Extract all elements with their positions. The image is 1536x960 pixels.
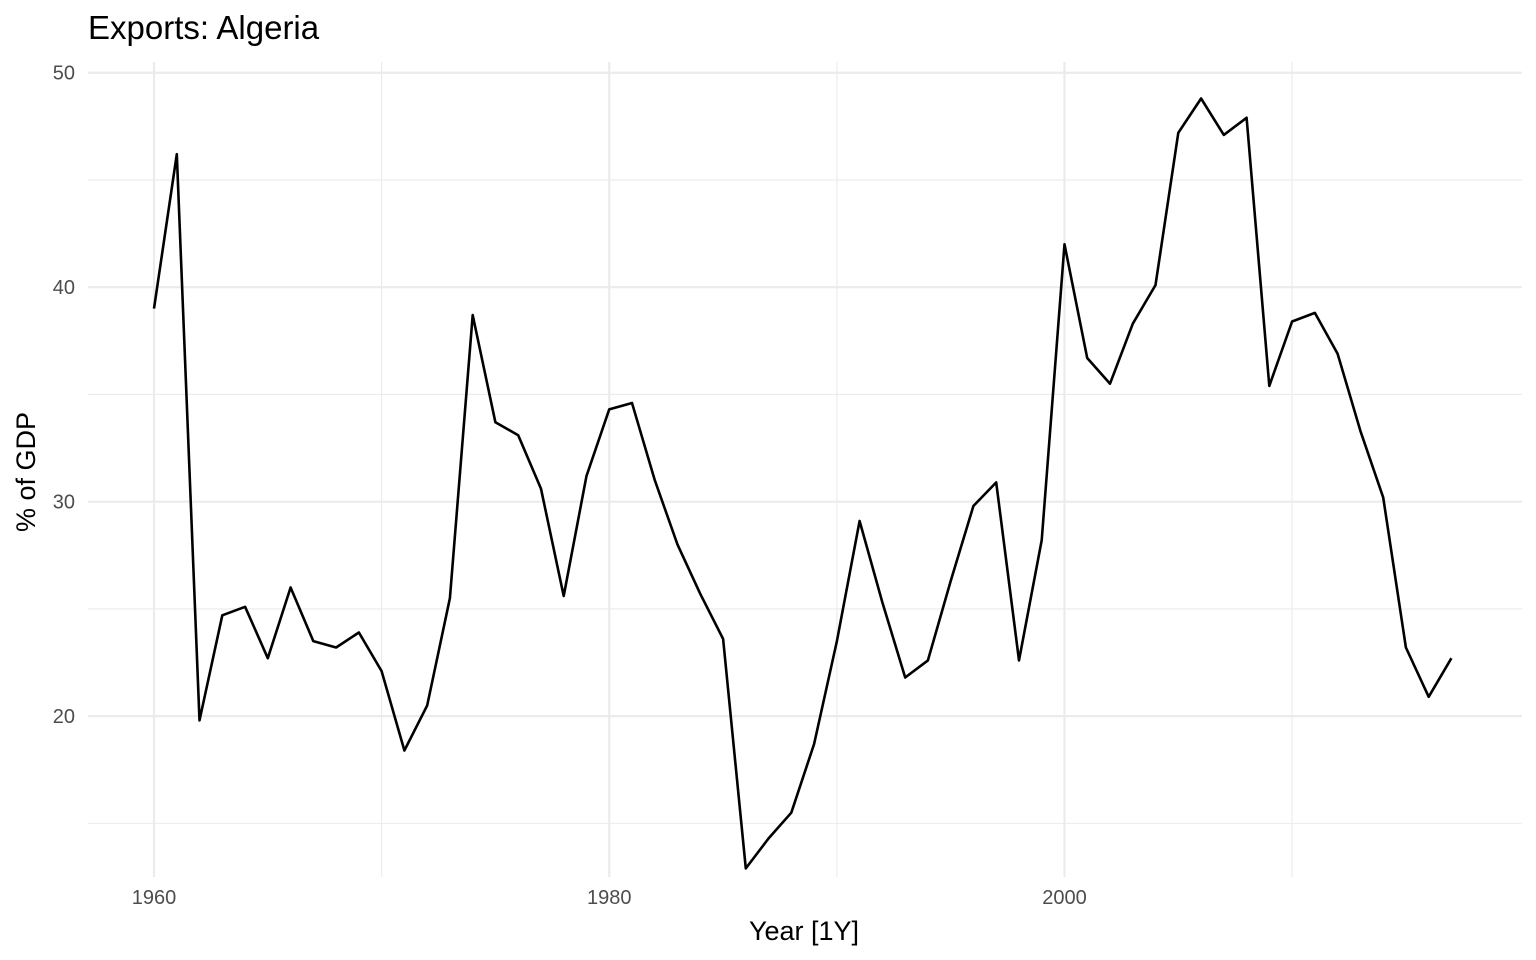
y-tick-label: 50 [53,63,75,85]
x-tick-label: 1980 [587,887,632,909]
y-tick-label: 20 [53,706,75,728]
series-layer [152,97,1453,870]
y-tick-label: 30 [53,492,75,514]
y-axis-ticks: 20 30 40 50 [53,63,75,728]
x-tick-label: 2000 [1042,887,1087,909]
grid [88,62,1522,877]
x-tick-label: 1960 [132,887,177,909]
x-axis-ticks: 1960 1980 2000 [132,887,1087,909]
x-axis-title: Year [1Y] [749,916,859,946]
series-line [152,97,1453,870]
y-axis-title: % of GDP [11,412,41,532]
chart-title: Exports: Algeria [88,9,320,46]
y-tick-label: 40 [53,277,75,299]
